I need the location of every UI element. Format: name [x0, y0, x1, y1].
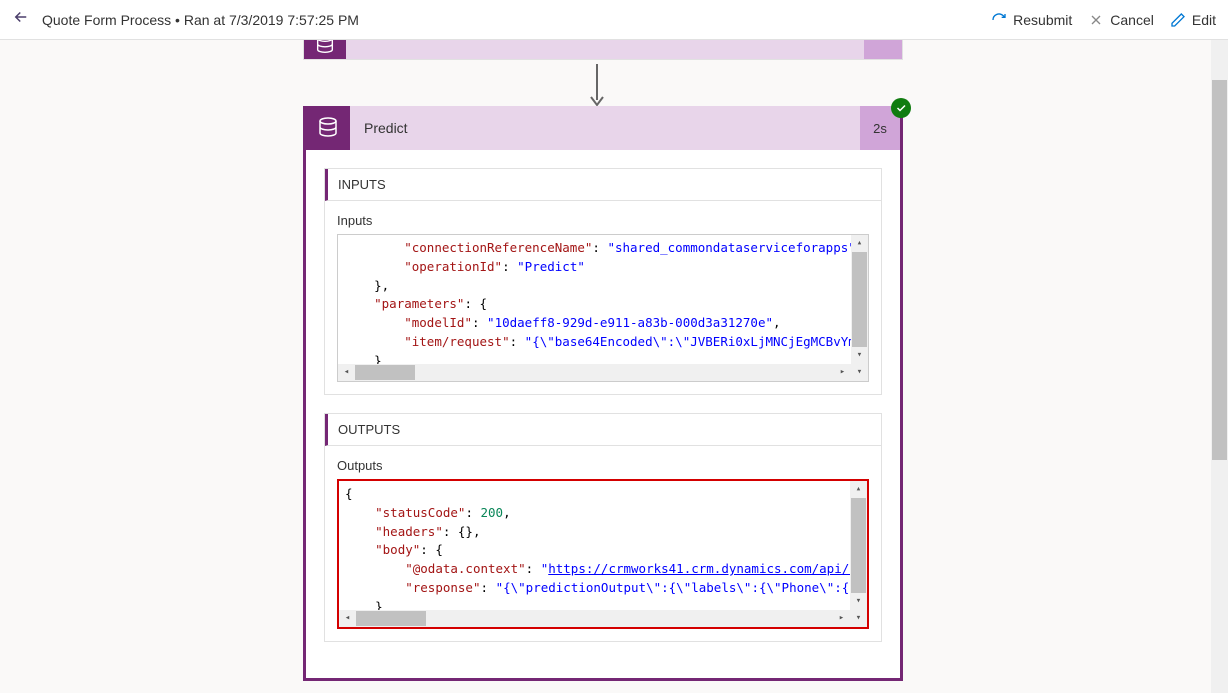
- outputs-section: OUTPUTS Outputs { "statusCode": 200, "he…: [324, 413, 882, 642]
- scroll-down-icon[interactable]: ▾: [851, 347, 868, 364]
- inputs-json-content: "connectionReferenceName": "shared_commo…: [338, 235, 868, 382]
- scroll-down-icon[interactable]: ▾: [850, 593, 867, 610]
- page-vertical-scrollbar[interactable]: [1211, 40, 1228, 693]
- scroll-left-icon[interactable]: ◂: [339, 610, 356, 627]
- back-arrow-icon[interactable]: [12, 8, 30, 31]
- step-header[interactable]: Predict 2s: [306, 106, 900, 150]
- scroll-right-icon[interactable]: ▸: [833, 610, 850, 627]
- scrollbar-thumb[interactable]: [1212, 80, 1227, 460]
- inputs-json-box[interactable]: "connectionReferenceName": "shared_commo…: [337, 234, 869, 382]
- inputs-label: Inputs: [337, 213, 869, 228]
- close-icon: [1088, 12, 1104, 28]
- scroll-down-icon[interactable]: ▾: [850, 610, 867, 627]
- resubmit-label: Resubmit: [1013, 12, 1072, 28]
- outputs-json-box[interactable]: { "statusCode": 200, "headers": {}, "bod…: [337, 479, 869, 629]
- header-left: Quote Form Process • Ran at 7/3/2019 7:5…: [12, 8, 359, 31]
- resubmit-button[interactable]: Resubmit: [991, 12, 1072, 28]
- outputs-label: Outputs: [337, 458, 869, 473]
- flow-canvas[interactable]: Predict 2s INPUTS Inputs "connectionRefe…: [0, 40, 1228, 693]
- scrollbar-thumb[interactable]: [852, 252, 867, 347]
- inputs-section-body: Inputs "connectionReferenceName": "share…: [325, 201, 881, 394]
- page-header: Quote Form Process • Ran at 7/3/2019 7:5…: [0, 0, 1228, 40]
- page-title: Quote Form Process • Ran at 7/3/2019 7:5…: [42, 12, 359, 28]
- scroll-up-icon[interactable]: ▴: [851, 235, 868, 252]
- scroll-up-icon[interactable]: ▴: [850, 481, 867, 498]
- inputs-section: INPUTS Inputs "connectionReferenceName":…: [324, 168, 882, 395]
- database-icon: [306, 106, 350, 150]
- outputs-section-header: OUTPUTS: [325, 414, 881, 446]
- predict-step-card: Predict 2s INPUTS Inputs "connectionRefe…: [303, 106, 903, 681]
- outputs-section-body: Outputs { "statusCode": 200, "headers": …: [325, 446, 881, 641]
- check-icon: [895, 102, 907, 114]
- success-badge: [891, 98, 911, 118]
- scroll-down-icon[interactable]: ▾: [851, 364, 868, 381]
- previous-step-card[interactable]: [303, 40, 903, 60]
- vertical-scrollbar[interactable]: ▴ ▾: [851, 235, 868, 364]
- horizontal-scrollbar[interactable]: ◂ ▸ ▾: [338, 364, 868, 381]
- outputs-json-content: { "statusCode": 200, "headers": {}, "bod…: [339, 481, 867, 620]
- pencil-icon: [1170, 12, 1186, 28]
- database-icon: [314, 40, 336, 61]
- scroll-right-icon[interactable]: ▸: [834, 364, 851, 381]
- scroll-left-icon[interactable]: ◂: [338, 364, 355, 381]
- step-title: Predict: [350, 106, 860, 150]
- scrollbar-thumb[interactable]: [851, 498, 866, 593]
- scrollbar-thumb[interactable]: [356, 611, 426, 626]
- step-body: INPUTS Inputs "connectionReferenceName":…: [306, 150, 900, 678]
- cancel-label: Cancel: [1110, 12, 1154, 28]
- header-right: Resubmit Cancel Edit: [991, 12, 1216, 28]
- refresh-icon: [991, 12, 1007, 28]
- edit-label: Edit: [1192, 12, 1216, 28]
- horizontal-scrollbar[interactable]: ◂ ▸ ▾: [339, 610, 867, 627]
- inputs-section-header: INPUTS: [325, 169, 881, 201]
- vertical-scrollbar[interactable]: ▴ ▾: [850, 481, 867, 610]
- connector-line: [596, 64, 598, 100]
- cancel-button[interactable]: Cancel: [1088, 12, 1154, 28]
- scrollbar-thumb[interactable]: [355, 365, 415, 380]
- edit-button[interactable]: Edit: [1170, 12, 1216, 28]
